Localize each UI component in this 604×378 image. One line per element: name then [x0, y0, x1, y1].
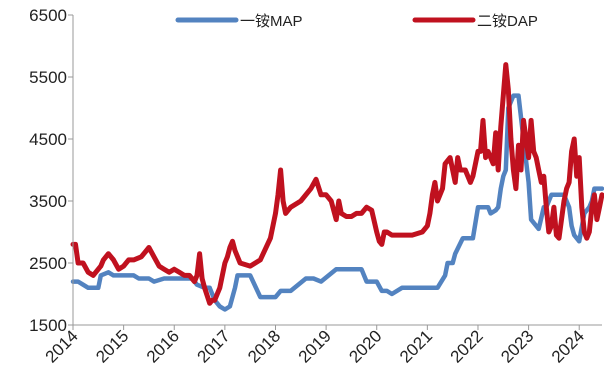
x-tick-label: 2018: [244, 326, 284, 366]
x-tick-label: 2019: [295, 326, 335, 366]
x-tick-label: 2020: [345, 326, 385, 366]
y-tick-label: 1500: [29, 316, 67, 335]
y-tick-label: 3500: [29, 192, 67, 211]
legend-item-map: 一铵MAP: [175, 13, 303, 30]
y-tick-label: 4500: [29, 130, 67, 149]
x-tick-label: 2017: [194, 326, 234, 366]
series-line-dap: [70, 62, 604, 306]
y-tick-label: 6500: [29, 6, 67, 25]
legend-label-dap: 二铵DAP: [477, 13, 538, 30]
series-layer: [70, 62, 604, 312]
y-tick-label: 2500: [29, 254, 67, 273]
legend: 一铵MAP 二铵DAP: [175, 13, 538, 30]
x-tick-label: 2022: [447, 326, 487, 366]
x-tick-label: 2023: [497, 326, 537, 366]
x-tick-label: 2016: [143, 326, 183, 366]
legend-item-dap: 二铵DAP: [412, 13, 538, 30]
legend-label-map: 一铵MAP: [240, 13, 303, 30]
y-tick-label: 5500: [29, 68, 67, 87]
x-tick-label: 2015: [92, 326, 132, 366]
x-tick-label: 2021: [396, 326, 436, 366]
x-tick-label: 2024: [548, 326, 588, 366]
